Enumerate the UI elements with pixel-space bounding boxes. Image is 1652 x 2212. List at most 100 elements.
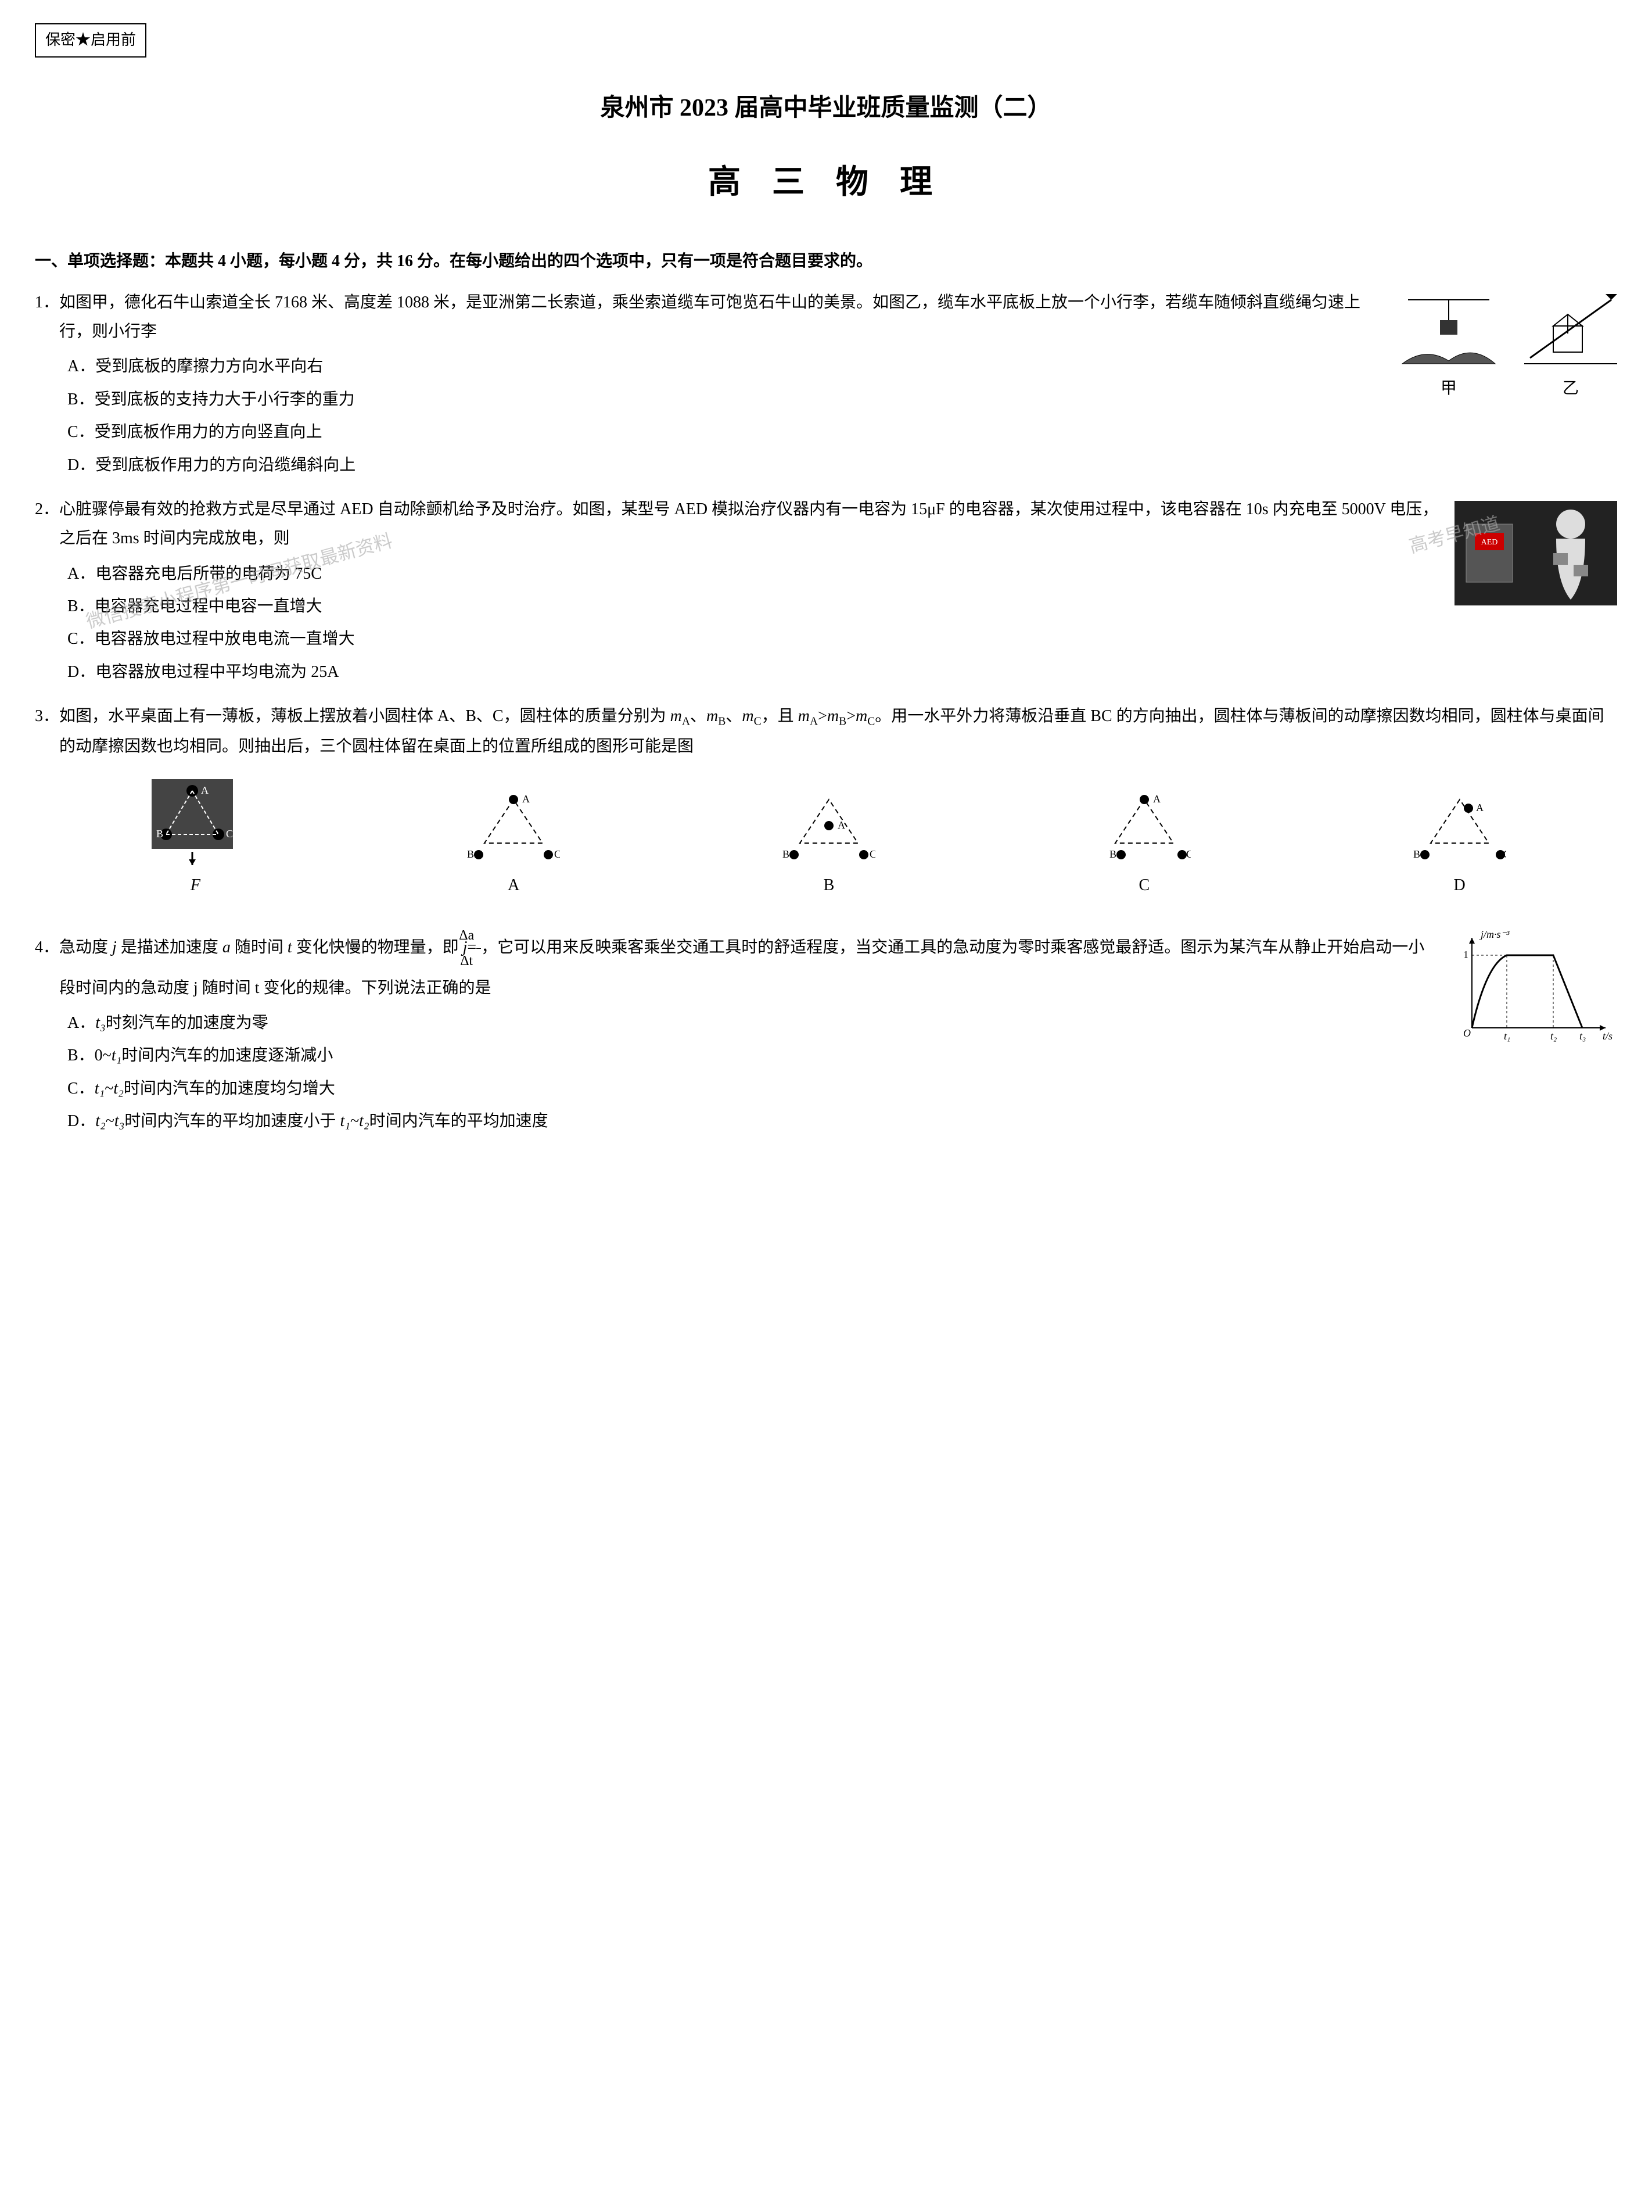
q3-option-c-figure: A B C C bbox=[1098, 785, 1191, 900]
q4d-t3: t₃ bbox=[114, 1112, 125, 1130]
q3-figures: A B C F A B C bbox=[35, 773, 1617, 900]
question-4: j/m·s⁻³ 1 O t₁ t₂ t₃ t/s 4．急动度 j 是描述加速度 … bbox=[35, 923, 1617, 1140]
aed-person-icon: AED bbox=[1455, 501, 1617, 605]
q2-figure: AED bbox=[1455, 501, 1617, 615]
q3-label-b: B bbox=[824, 871, 835, 900]
q4d-mid1: ~ bbox=[106, 1112, 114, 1130]
q4-a: a bbox=[222, 938, 231, 956]
q4d-post: 时间内汽车的平均加速度 bbox=[369, 1112, 548, 1130]
q3-text: 3．如图，水平桌面上有一薄板，薄板上摆放着小圆柱体 A、B、C，圆柱体的质量分别… bbox=[35, 702, 1617, 761]
q4-text: 4．急动度 j 是描述加速度 a 随时间 t 变化快慢的物理量，即 j=ΔaΔt… bbox=[35, 923, 1617, 1003]
q1-option-c: C．受到底板作用力的方向竖直向上 bbox=[67, 418, 1617, 447]
main-title: 泉州市 2023 届高中毕业班质量监测（二） bbox=[35, 87, 1617, 131]
q3-text-mid: ，且 bbox=[762, 707, 798, 725]
question-3: 3．如图，水平桌面上有一薄板，薄板上摆放着小圆柱体 A、B、C，圆柱体的质量分别… bbox=[35, 702, 1617, 912]
q1-option-a: A．受到底板的摩擦力方向水平向右 bbox=[67, 352, 1617, 381]
q3-original-figure: A B C F bbox=[146, 773, 245, 900]
q1-figure-jia: 甲 bbox=[1396, 288, 1501, 403]
q2-text: 2．心脏骤停最有效的抢救方式是尽早通过 AED 自动除颤机给予及时治疗。如图，某… bbox=[35, 495, 1617, 554]
q2-option-b: B．电容器充电过程中电容一直增大 bbox=[67, 592, 1617, 621]
svg-text:C: C bbox=[1186, 848, 1191, 860]
jerk-time-graph-icon: j/m·s⁻³ 1 O t₁ t₂ t₃ t/s bbox=[1455, 929, 1617, 1045]
q3-text-pre: 如图，水平桌面上有一薄板，薄板上摆放着小圆柱体 A、B、C，圆柱体的质量分别为 bbox=[59, 707, 670, 725]
triangle-b-icon: A B C bbox=[782, 785, 875, 866]
svg-text:1: 1 bbox=[1463, 949, 1468, 960]
q1-text: 1．如图甲，德化石牛山索道全长 7168 米、高度差 1088 米，是亚洲第二长… bbox=[35, 288, 1617, 347]
cable-car-mountain-icon bbox=[1396, 288, 1501, 370]
section1-header: 一、单项选择题：本题共 4 小题，每小题 4 分，共 16 分。在每小题给出的四… bbox=[35, 247, 1617, 276]
q4d-t2b: t₂ bbox=[359, 1112, 369, 1130]
q4-graph: j/m·s⁻³ 1 O t₁ t₂ t₃ t/s bbox=[1455, 929, 1617, 1055]
svg-text:A: A bbox=[201, 784, 209, 796]
q1-option-b: B．受到底板的支持力大于小行李的重力 bbox=[67, 385, 1617, 414]
svg-text:t₁: t₁ bbox=[1504, 1030, 1510, 1042]
q4-option-a: A．t₃时刻汽车的加速度为零 bbox=[67, 1009, 1617, 1038]
q4d-mid3: ~ bbox=[350, 1112, 359, 1130]
q4b-t1: t₁ bbox=[112, 1046, 122, 1064]
svg-text:A: A bbox=[838, 819, 845, 831]
svg-text:C: C bbox=[554, 848, 560, 860]
svg-text:B: B bbox=[1109, 848, 1116, 860]
q2-option-a: A．电容器充电后所带的电荷为 75C bbox=[67, 560, 1617, 589]
svg-text:t₃: t₃ bbox=[1579, 1030, 1586, 1042]
q4c-mid: ~ bbox=[105, 1080, 113, 1098]
svg-text:B: B bbox=[782, 848, 789, 860]
q4d-t1: t₁ bbox=[340, 1112, 350, 1130]
q4-pre: 急动度 bbox=[59, 938, 112, 956]
q4-mid3: 变化快慢的物理量，即 bbox=[292, 938, 463, 956]
subject-title: 高 三 物 理 bbox=[35, 153, 1617, 212]
q4d-pre: D． bbox=[67, 1112, 95, 1130]
q3-label-d: D bbox=[1453, 871, 1465, 900]
svg-text:AED: AED bbox=[1481, 538, 1498, 547]
q4-options: A．t₃时刻汽车的加速度为零 B．0~t₁时间内汽车的加速度逐渐减小 C．t₁~… bbox=[35, 1009, 1617, 1137]
q1-number: 1． bbox=[35, 293, 59, 311]
q4d-mid2: 时间内汽车的平均加速度小于 bbox=[124, 1112, 340, 1130]
q4-mid1: 是描述加速度 bbox=[117, 938, 222, 956]
q1-fig1-label: 甲 bbox=[1441, 374, 1457, 403]
q4a-t3: t₃ bbox=[95, 1014, 106, 1032]
svg-text:A: A bbox=[1153, 793, 1161, 805]
q1-fig2-label: 乙 bbox=[1563, 374, 1579, 403]
q4-mid2: 随时间 bbox=[231, 938, 288, 956]
q1-option-d: D．受到底板作用力的方向沿缆绳斜向上 bbox=[67, 451, 1617, 480]
board-cylinders-icon: A B C bbox=[146, 773, 245, 866]
svg-text:A: A bbox=[1476, 802, 1484, 813]
q3-label-c: C bbox=[1139, 871, 1150, 900]
svg-text:B: B bbox=[1413, 848, 1420, 860]
inclined-cable-icon bbox=[1524, 288, 1617, 370]
q4b-pre: B．0~ bbox=[67, 1046, 112, 1064]
svg-text:A: A bbox=[522, 793, 530, 805]
svg-text:t₂: t₂ bbox=[1550, 1030, 1557, 1042]
svg-text:C: C bbox=[226, 828, 233, 840]
graph-ylabel: j/m·s⁻³ bbox=[1479, 929, 1510, 940]
q4c-post: 时间内汽车的加速度均匀增大 bbox=[124, 1080, 335, 1098]
q1-figures: 甲 乙 bbox=[1396, 288, 1617, 403]
q3-force-label: F bbox=[191, 871, 200, 900]
q4c-t2: t₂ bbox=[113, 1080, 124, 1098]
question-1: 甲 乙 1．如图甲，德化石牛山索道全长 7168 米、高度差 1088 米，是亚… bbox=[35, 288, 1617, 483]
q2-option-d: D．电容器放电过程中平均电流为 25A bbox=[67, 658, 1617, 687]
q4-option-b: B．0~t₁时间内汽车的加速度逐渐减小 bbox=[67, 1041, 1617, 1070]
q3-option-d-figure: A B C D bbox=[1413, 785, 1506, 900]
q4d-t2: t₂ bbox=[95, 1112, 106, 1130]
triangle-c-icon: A B C bbox=[1098, 785, 1191, 866]
q1-figure-yi: 乙 bbox=[1524, 288, 1617, 403]
svg-text:O: O bbox=[1463, 1027, 1471, 1039]
q3-option-a-figure: A B C A bbox=[467, 785, 560, 900]
q2-body: 心脏骤停最有效的抢救方式是尽早通过 AED 自动除颤机给予及时治疗。如图，某型号… bbox=[59, 500, 1438, 547]
q4-option-c: C．t₁~t₂时间内汽车的加速度均匀增大 bbox=[67, 1074, 1617, 1103]
question-2: 高考早知道 微信搜索小程序第一时间获取最新资料 AED 2．心脏骤停最有效的抢救… bbox=[35, 495, 1617, 690]
q4-t: t bbox=[288, 938, 292, 956]
q4-number: 4． bbox=[35, 938, 59, 956]
q4-j: j bbox=[112, 938, 117, 956]
q2-number: 2． bbox=[35, 500, 59, 518]
svg-text:B: B bbox=[467, 848, 474, 860]
triangle-d-icon: A B C bbox=[1413, 785, 1506, 866]
svg-text:C: C bbox=[870, 848, 875, 860]
q4c-pre: C． bbox=[67, 1080, 95, 1098]
q1-body: 如图甲，德化石牛山索道全长 7168 米、高度差 1088 米，是亚洲第二长索道… bbox=[59, 293, 1360, 340]
q1-options: A．受到底板的摩擦力方向水平向右 B．受到底板的支持力大于小行李的重力 C．受到… bbox=[35, 352, 1617, 480]
q3-number: 3． bbox=[35, 707, 59, 725]
q4a-pre: A． bbox=[67, 1014, 95, 1032]
q3-option-b-figure: A B C B bbox=[782, 785, 875, 900]
